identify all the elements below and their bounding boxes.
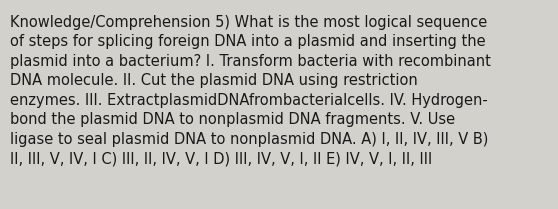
Text: Knowledge/Comprehension 5) What is the most logical sequence
of steps for splici: Knowledge/Comprehension 5) What is the m… [10,15,491,167]
